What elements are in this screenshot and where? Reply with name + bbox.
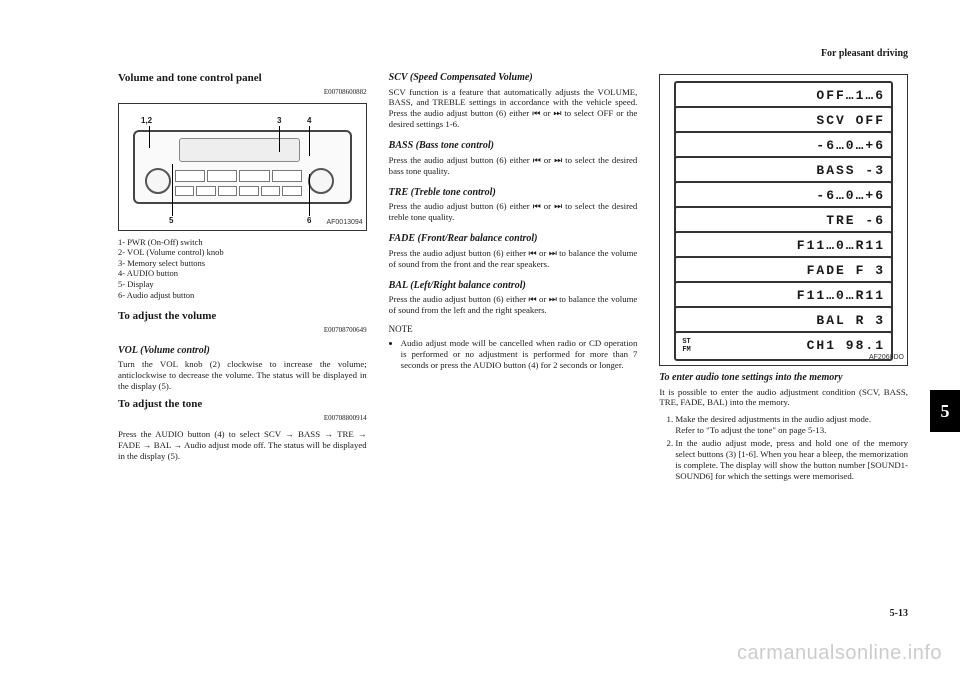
paragraph: Turn the VOL knob (2) clockwise to incre… bbox=[118, 359, 367, 392]
legend-item: 1- PWR (On-Off) switch bbox=[118, 237, 367, 248]
note-list: Audio adjust mode will be cancelled when… bbox=[389, 338, 638, 371]
doc-code: E00708600882 bbox=[118, 88, 367, 97]
subheading-vol: VOL (Volume control) bbox=[118, 345, 367, 358]
legend-item: 3- Memory select buttons bbox=[118, 258, 367, 269]
subheading-tre: TRE (Treble tone control) bbox=[389, 187, 638, 200]
paragraph: Press the audio adjust button (6) either… bbox=[389, 248, 638, 270]
figure-id: AF2060DO bbox=[869, 354, 904, 363]
subheading-scv: SCV (Speed Compensated Volume) bbox=[389, 72, 638, 85]
content-columns: Volume and tone control panel E007086008… bbox=[118, 72, 908, 484]
figure-legend: 1- PWR (On-Off) switch 2- VOL (Volume co… bbox=[118, 237, 367, 301]
leader-line bbox=[172, 164, 173, 216]
paragraph: Press the audio adjust button (6) either… bbox=[389, 201, 638, 223]
heading-adjust-tone: To adjust the tone bbox=[118, 398, 367, 412]
callout-4: 4 bbox=[307, 116, 311, 126]
legend-item: 6- Audio adjust button bbox=[118, 290, 367, 301]
subheading-fade: FADE (Front/Rear balance control) bbox=[389, 233, 638, 246]
heading-adjust-volume: To adjust the volume bbox=[118, 310, 367, 324]
steps-list: Make the desired adjustments in the audi… bbox=[659, 414, 908, 482]
callout-5: 5 bbox=[169, 216, 173, 226]
display-row: ST FM CH1 98.1 bbox=[674, 331, 893, 361]
paragraph: Press the audio adjust button (6) either… bbox=[389, 155, 638, 177]
figure-radio-panel: 1,2 3 4 5 6 AF0013094 bbox=[118, 103, 367, 231]
column-1: Volume and tone control panel E007086008… bbox=[118, 72, 367, 484]
subheading-enter-memory: To enter audio tone settings into the me… bbox=[659, 372, 908, 385]
legend-item: 5- Display bbox=[118, 279, 367, 290]
legend-item: 4- AUDIO button bbox=[118, 268, 367, 279]
subheading-bal: BAL (Left/Right balance control) bbox=[389, 280, 638, 293]
subheading-bass: BASS (Bass tone control) bbox=[389, 140, 638, 153]
note-item: Audio adjust mode will be cancelled when… bbox=[401, 338, 638, 371]
leader-line bbox=[309, 174, 310, 216]
radio-display bbox=[179, 138, 300, 162]
callout-3: 3 bbox=[277, 116, 281, 126]
callout-1-2: 1,2 bbox=[141, 116, 152, 126]
leader-line bbox=[149, 126, 150, 148]
heading-volume-tone: Volume and tone control panel bbox=[118, 72, 367, 86]
doc-code: E00708700649 bbox=[118, 326, 367, 335]
paragraph: It is possible to enter the audio adjust… bbox=[659, 387, 908, 409]
figure-id: AF0013094 bbox=[326, 219, 362, 228]
column-3: OFF…1…6 SCV OFF -6…0…+6 BASS -3 -6…0…+6 … bbox=[659, 72, 908, 484]
watermark: carmanualsonline.info bbox=[737, 642, 942, 665]
page-number: 5-13 bbox=[890, 608, 908, 619]
leader-line bbox=[279, 126, 280, 152]
chapter-tab: 5 bbox=[930, 390, 960, 432]
paragraph: Press the audio adjust button (6) either… bbox=[389, 294, 638, 316]
step-item: In the audio adjust mode, press and hold… bbox=[675, 438, 908, 482]
note-label: NOTE bbox=[389, 324, 638, 335]
st-fm-indicator: ST FM bbox=[682, 338, 690, 354]
radio-body-outline bbox=[133, 130, 352, 204]
paragraph: SCV function is a feature that automatic… bbox=[389, 87, 638, 131]
radio-button-row bbox=[175, 170, 302, 182]
section-header: For pleasant driving bbox=[821, 48, 908, 59]
doc-code: E00708800914 bbox=[118, 414, 367, 423]
radio-knob-right bbox=[308, 168, 334, 194]
figure-display-sequence: OFF…1…6 SCV OFF -6…0…+6 BASS -3 -6…0…+6 … bbox=[659, 74, 908, 366]
callout-6: 6 bbox=[307, 216, 311, 226]
radio-knob-left bbox=[145, 168, 171, 194]
legend-item: 2- VOL (Volume control) knob bbox=[118, 247, 367, 258]
paragraph: Press the AUDIO button (4) to select SCV… bbox=[118, 429, 367, 462]
radio-button-row2 bbox=[175, 186, 302, 196]
leader-line bbox=[309, 126, 310, 156]
manual-page: For pleasant driving Volume and tone con… bbox=[0, 0, 960, 679]
step-item: Make the desired adjustments in the audi… bbox=[675, 414, 908, 436]
column-2: SCV (Speed Compensated Volume) SCV funct… bbox=[389, 72, 638, 484]
